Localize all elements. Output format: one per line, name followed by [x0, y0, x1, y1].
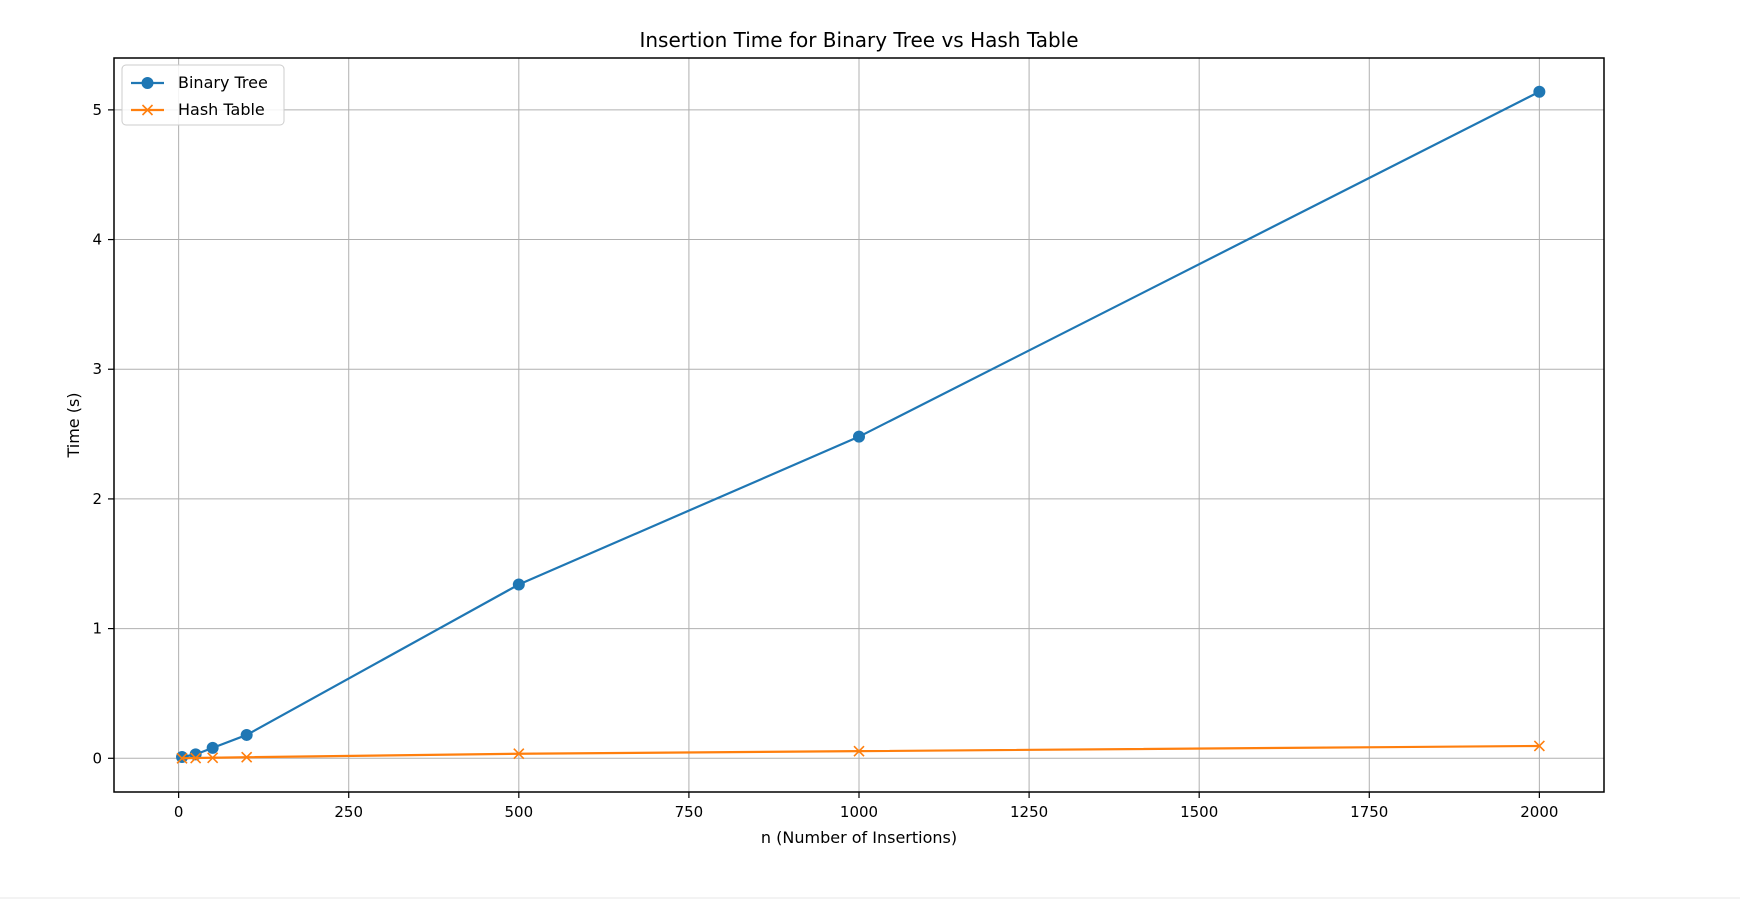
x-tick-label: 1000	[840, 803, 878, 821]
legend-swatch-marker	[141, 104, 154, 116]
legend-label: Hash Table	[178, 100, 265, 119]
series-line-binary-tree	[181, 90, 1540, 759]
x-tick-label: 2000	[1520, 803, 1558, 821]
data-point-binary-tree	[206, 741, 219, 754]
data-point-hash-table	[1533, 740, 1545, 752]
grid-lines	[114, 58, 1604, 792]
chart-title: Insertion Time for Binary Tree vs Hash T…	[639, 28, 1078, 52]
plot-series	[176, 85, 1546, 764]
x-tick-label: 250	[334, 803, 363, 821]
y-tick-label: 4	[92, 231, 102, 249]
x-axis-label: n (Number of Insertions)	[761, 828, 957, 847]
bottom-strip	[0, 897, 1740, 899]
data-point-hash-table	[207, 752, 219, 764]
data-point-binary-tree	[853, 430, 865, 443]
x-tick-label: 1750	[1350, 803, 1388, 821]
data-point-hash-table	[190, 752, 202, 764]
legend-label: Binary Tree	[178, 73, 268, 92]
x-tick-label: 0	[174, 803, 184, 821]
legend: Binary Tree Hash Table	[121, 64, 285, 126]
y-tick-label: 2	[92, 490, 102, 508]
data-point-binary-tree	[176, 750, 189, 763]
y-tick-label: 1	[92, 620, 102, 638]
axis-ticks: 0 250 500 750 1000 1250 1500 1750 2000 0 1 2 3 4 5	[92, 101, 1558, 821]
data-point-hash-table	[241, 751, 253, 763]
data-point-binary-tree	[1533, 85, 1546, 98]
x-tick-label: 750	[675, 803, 704, 821]
y-tick-label: 3	[92, 360, 102, 378]
y-tick-label: 0	[92, 749, 102, 767]
series-binary-tree	[176, 85, 1546, 763]
x-tick-label: 1500	[1180, 803, 1218, 821]
legend-swatch-marker	[141, 77, 154, 89]
legend-items: Binary Tree Hash Table	[131, 73, 268, 119]
data-point-binary-tree	[512, 578, 525, 591]
y-tick-label: 5	[92, 101, 102, 119]
data-point-binary-tree	[240, 728, 253, 741]
x-tick-label: 1250	[1010, 803, 1048, 821]
x-tick-label: 500	[504, 803, 533, 821]
data-point-hash-table	[176, 752, 188, 764]
data-point-hash-table	[513, 748, 525, 760]
y-axis-label: Time (s)	[64, 392, 83, 458]
data-point-hash-table	[853, 745, 865, 757]
series-hash-table	[176, 740, 1545, 764]
